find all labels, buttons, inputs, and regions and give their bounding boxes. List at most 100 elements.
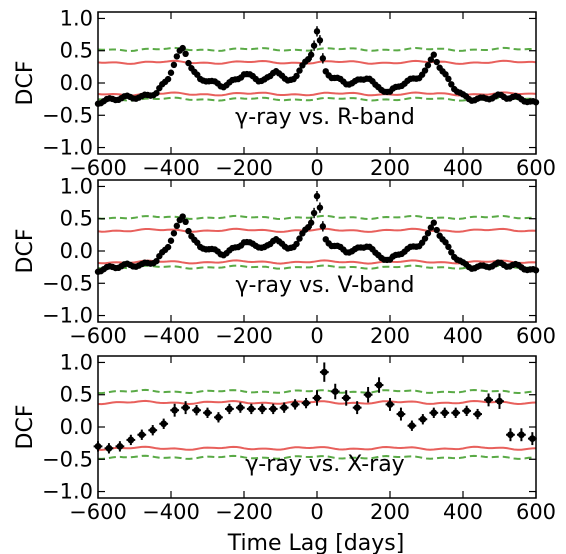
x-tick-label: 0 xyxy=(310,156,323,180)
y-axis-label: DCF xyxy=(13,61,38,106)
data-point xyxy=(173,222,181,230)
data-point xyxy=(375,381,383,389)
data-point xyxy=(153,89,160,97)
y-tick-label: −1.0 xyxy=(42,304,93,328)
y-tick-label: 0.5 xyxy=(60,207,93,231)
data-point xyxy=(474,410,481,418)
data-point xyxy=(452,409,460,417)
data-point xyxy=(448,249,455,256)
data-point xyxy=(215,413,222,421)
data-point xyxy=(171,406,179,414)
sigma3-lower-line xyxy=(97,264,537,270)
data-point xyxy=(430,51,437,58)
data-point xyxy=(316,37,324,44)
data-point xyxy=(170,61,178,69)
data-point xyxy=(236,404,244,412)
x-tick-label: 400 xyxy=(443,156,483,180)
x-tick-label: −200 xyxy=(215,500,273,524)
data-point xyxy=(116,442,124,450)
data-point xyxy=(441,409,449,417)
data-point xyxy=(269,405,277,413)
sigma3-upper-line xyxy=(97,214,537,221)
x-tick-label: 200 xyxy=(370,156,410,180)
data-point xyxy=(313,192,321,200)
data-point xyxy=(179,44,186,52)
data-point xyxy=(353,404,361,412)
data-point xyxy=(226,405,233,413)
panel-x-ray: −600 −400 −200 0 200 400 600 −1.0 −0.5 0.0 0.5 1.0 D… xyxy=(13,350,556,524)
data-point xyxy=(424,230,432,237)
data-point xyxy=(185,59,192,67)
data-point xyxy=(430,409,438,417)
sigma2-upper-line xyxy=(97,59,537,65)
y-tick-label: −1.0 xyxy=(42,480,93,504)
data-point xyxy=(307,219,315,226)
data-point xyxy=(496,397,503,405)
data-point xyxy=(331,388,339,395)
data-point xyxy=(408,422,416,430)
y-tick-label: 0.0 xyxy=(60,239,93,263)
data-point xyxy=(485,396,492,404)
data-point xyxy=(182,218,189,226)
data-point xyxy=(164,243,172,251)
sigma3-upper-line xyxy=(97,46,537,53)
x-tick-label: 0 xyxy=(310,324,323,348)
y-axis-label: DCF xyxy=(13,405,38,450)
x-tick-label: 400 xyxy=(443,324,483,348)
data-point xyxy=(397,410,405,418)
y-tick-label: −1.0 xyxy=(42,136,93,160)
data-point xyxy=(204,409,211,417)
data-point xyxy=(182,404,190,412)
data-point xyxy=(448,81,455,88)
data-point xyxy=(258,405,266,413)
sigma2-lower-line xyxy=(97,259,537,265)
x-tick-label: 200 xyxy=(370,500,410,524)
data-point xyxy=(167,237,175,244)
y-axis-label: DCF xyxy=(13,229,38,274)
data-point xyxy=(313,28,321,35)
data-point xyxy=(302,399,310,407)
x-tick-label: −600 xyxy=(69,324,127,348)
data-point xyxy=(319,223,327,230)
data-point xyxy=(518,431,525,439)
x-axis-label: Time Lag [days] xyxy=(227,531,405,554)
x-tick-label: −600 xyxy=(69,156,127,180)
panel-annotation: γ-ray vs. R-band xyxy=(235,105,415,130)
data-point xyxy=(193,406,200,414)
data-point xyxy=(185,227,192,235)
y-tick-label: −0.5 xyxy=(42,447,93,471)
data-point xyxy=(179,213,186,220)
x-tick-label: 0 xyxy=(310,500,323,524)
x-tick-label: −400 xyxy=(142,500,200,524)
y-tick-label: −0.5 xyxy=(42,271,93,295)
data-point xyxy=(310,209,318,217)
data-point xyxy=(430,219,437,226)
data-point xyxy=(445,75,452,83)
data-point xyxy=(247,405,255,413)
y-tick-label: −0.5 xyxy=(42,103,93,127)
sigma2-lower-line xyxy=(97,91,537,97)
data-point xyxy=(291,401,299,408)
x-tick-label: −400 xyxy=(142,156,200,180)
panel-annotation: γ-ray vs. X-ray xyxy=(245,452,404,477)
data-point xyxy=(170,230,178,237)
data-point xyxy=(421,235,429,242)
data-point xyxy=(293,72,300,80)
data-point xyxy=(320,368,328,376)
data-point xyxy=(105,444,113,452)
data-point xyxy=(507,431,514,439)
y-tick-label: 0.5 xyxy=(60,39,93,63)
data-point xyxy=(427,56,435,63)
panel-annotation: γ-ray vs. V-band xyxy=(235,273,414,298)
y-tick-label: 1.0 xyxy=(60,6,93,30)
data-point xyxy=(293,240,300,248)
data-point xyxy=(310,42,318,49)
sigma2-upper-line xyxy=(97,227,537,233)
data-point xyxy=(167,69,175,76)
x-tick-label: 600 xyxy=(516,156,556,180)
data-point xyxy=(173,53,181,60)
data-point xyxy=(445,243,452,251)
y-tick-label: 0.0 xyxy=(60,71,93,95)
data-point xyxy=(424,62,432,69)
